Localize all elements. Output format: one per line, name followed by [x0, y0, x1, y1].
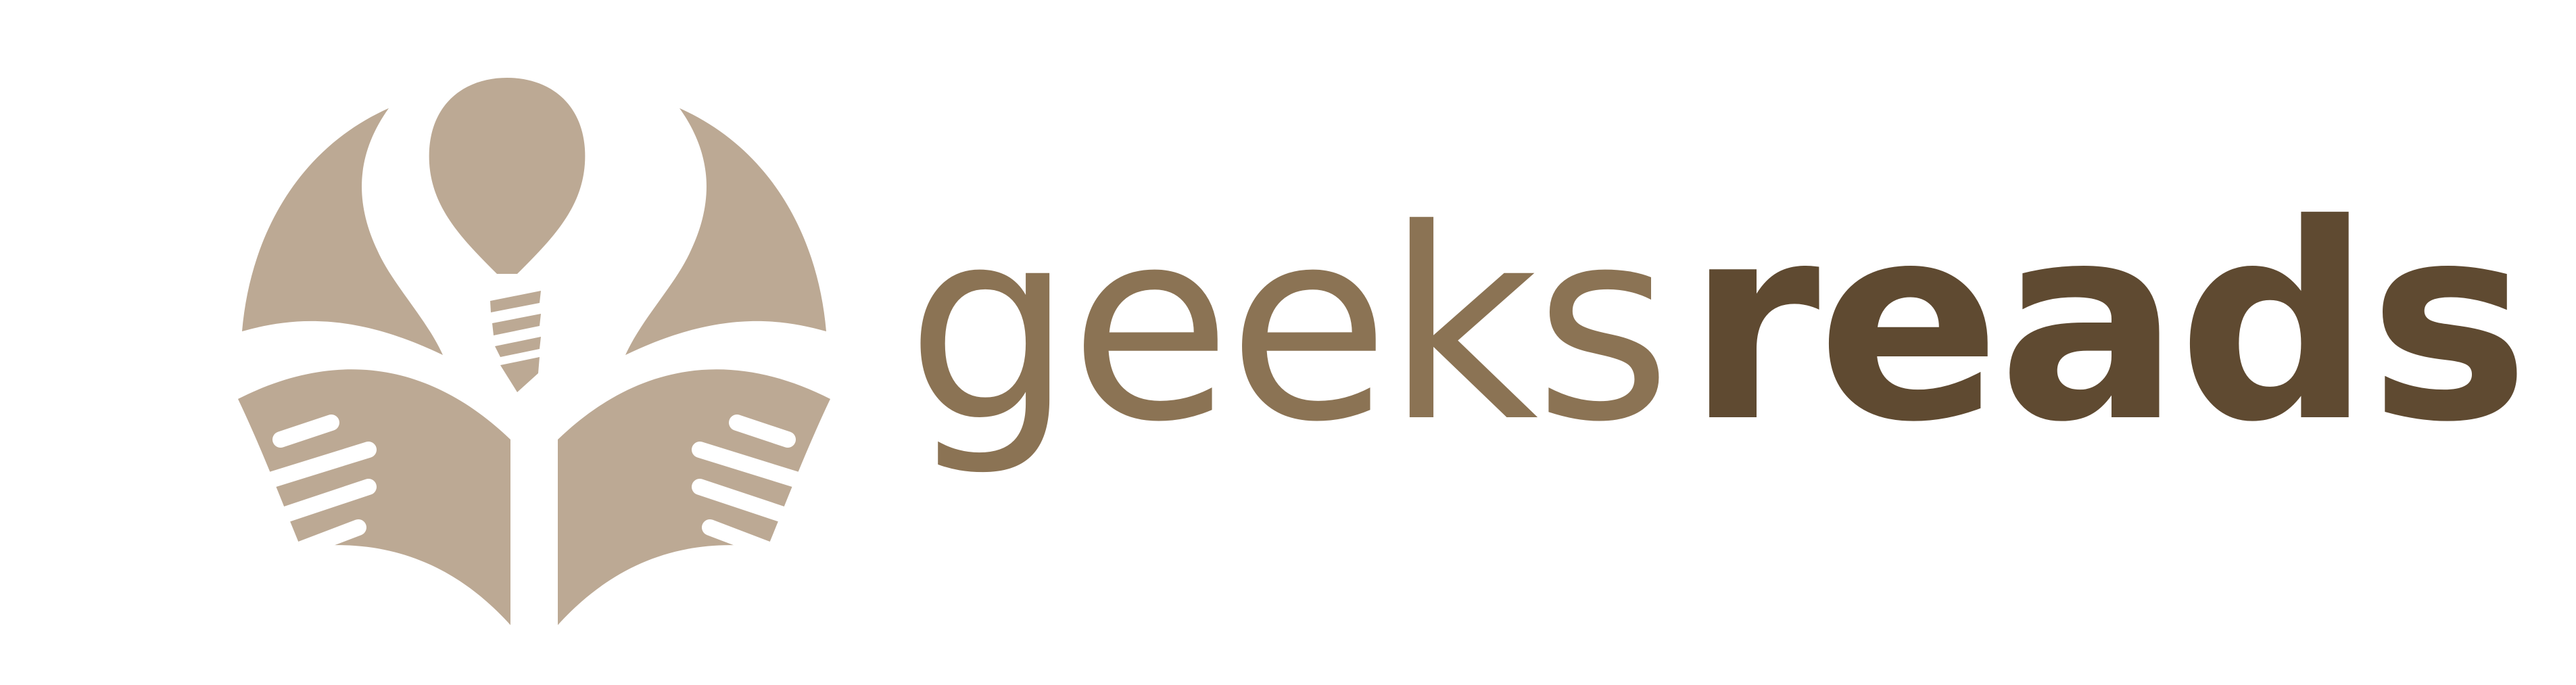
reader-book-lightbulb-icon — [238, 78, 830, 636]
bulb-thread-2 — [492, 314, 541, 335]
left-page-line-1 — [272, 415, 339, 448]
bulb-thread-3 — [495, 337, 541, 357]
right-page-line-1 — [729, 415, 796, 448]
wordmark: geeks reads — [906, 167, 2529, 481]
wordmark-geeks: geeks — [906, 172, 1671, 479]
bulb-tip — [500, 357, 540, 392]
left-wing — [242, 108, 443, 355]
left-page-line-4 — [279, 519, 366, 563]
right-page-line-4 — [702, 519, 789, 563]
bulb-thread-1 — [490, 291, 541, 312]
wordmark-reads: reads — [1686, 167, 2529, 481]
bulb-head — [429, 78, 586, 274]
right-page-line-3 — [692, 479, 799, 525]
right-wing — [625, 108, 826, 355]
book-spine — [510, 426, 558, 636]
book-right-page — [554, 369, 830, 629]
left-page-line-3 — [269, 479, 377, 525]
right-page-line-2 — [692, 442, 806, 488]
book-left-page — [238, 369, 514, 629]
left-page-line-2 — [262, 442, 377, 488]
